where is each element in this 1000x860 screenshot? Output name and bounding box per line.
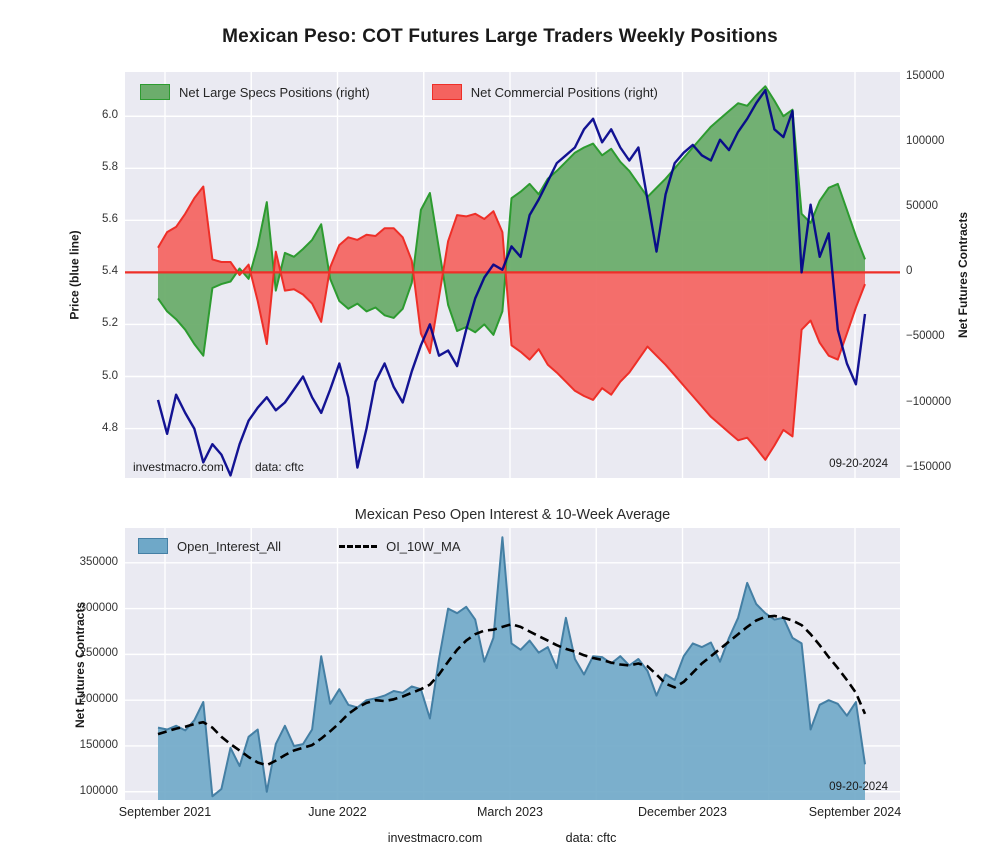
top-chart-canvas xyxy=(125,72,900,478)
x-tick-december-2023: December 2023 xyxy=(638,805,727,819)
top-left-tick-5.4: 5.4 xyxy=(102,265,118,278)
top-right-tick-−50000: −50000 xyxy=(906,330,945,343)
ma-legend-label: OI_10W_MA xyxy=(386,538,461,554)
top-chart-legend: Net Large Specs Positions (right) Net Co… xyxy=(140,84,658,100)
top-left-tick-5.0: 5.0 xyxy=(102,369,118,382)
top-watermark-text: investmacro.com xyxy=(133,460,224,474)
bottom-left-tick-150000: 150000 xyxy=(79,738,118,751)
legend-item-commercial: Net Commercial Positions (right) xyxy=(431,84,658,100)
legend-item-ma: OI_10W_MA xyxy=(339,538,461,554)
bottom-left-tick-200000: 200000 xyxy=(79,693,118,706)
bottom-left-tick-350000: 350000 xyxy=(79,555,118,568)
top-left-tick-5.8: 5.8 xyxy=(102,161,118,174)
bottom-left-axis-label: Net Futures Contracts xyxy=(73,601,88,729)
top-report-date: 09-20-2024 xyxy=(829,458,888,470)
legend-item-open-interest: Open_Interest_All xyxy=(138,538,281,554)
top-left-tick-5.6: 5.6 xyxy=(102,213,118,226)
top-right-tick-50000: 50000 xyxy=(906,200,938,213)
figure-title: Mexican Peso: COT Futures Large Traders … xyxy=(222,26,778,47)
top-left-axis-label: Price (blue line) xyxy=(67,230,82,320)
commercial-legend-label: Net Commercial Positions (right) xyxy=(470,84,658,100)
top-right-tick-150000: 150000 xyxy=(906,70,945,83)
ma-dashed-line-sample xyxy=(339,544,378,548)
bottom-left-tick-250000: 250000 xyxy=(79,647,118,660)
legend-item-large-specs: Net Large Specs Positions (right) xyxy=(140,84,370,100)
open-interest-swatch xyxy=(138,538,168,554)
top-right-tick-0: 0 xyxy=(906,265,913,278)
top-left-tick-6.0: 6.0 xyxy=(102,109,118,122)
large-specs-legend-label: Net Large Specs Positions (right) xyxy=(179,84,370,100)
top-left-tick-4.8: 4.8 xyxy=(102,421,118,434)
top-right-tick-−100000: −100000 xyxy=(906,395,952,408)
commercial-swatch xyxy=(431,84,462,100)
bottom-chart-title: Mexican Peso Open Interest & 10-Week Ave… xyxy=(354,507,671,523)
x-tick-june-2022: June 2022 xyxy=(308,805,367,819)
bottom-chart-canvas xyxy=(125,528,900,800)
top-right-tick-100000: 100000 xyxy=(906,135,945,148)
footer-watermark-text: investmacro.com xyxy=(387,831,483,845)
top-source-text: data: cftc xyxy=(255,460,304,474)
bottom-left-tick-100000: 100000 xyxy=(79,784,118,797)
bottom-chart-legend: Open_Interest_All OI_10W_MA xyxy=(138,538,461,554)
top-right-axis-label: Net Futures Contracts xyxy=(956,211,971,339)
large-specs-swatch xyxy=(140,84,170,100)
bottom-left-tick-300000: 300000 xyxy=(79,601,118,614)
top-right-tick-−150000: −150000 xyxy=(906,460,952,473)
x-tick-september-2021: September 2021 xyxy=(118,805,212,819)
footer-source-text: data: cftc xyxy=(565,831,617,845)
top-price-positions-chart: Net Large Specs Positions (right) Net Co… xyxy=(125,72,900,478)
bottom-report-date: 09-20-2024 xyxy=(829,781,888,793)
x-tick-march-2023: March 2023 xyxy=(476,805,544,819)
x-tick-september-2024: September 2024 xyxy=(808,805,902,819)
top-left-tick-5.2: 5.2 xyxy=(102,317,118,330)
bottom-open-interest-chart: Open_Interest_All OI_10W_MA 09-20-2024 xyxy=(125,528,900,800)
open-interest-legend-label: Open_Interest_All xyxy=(177,538,282,554)
